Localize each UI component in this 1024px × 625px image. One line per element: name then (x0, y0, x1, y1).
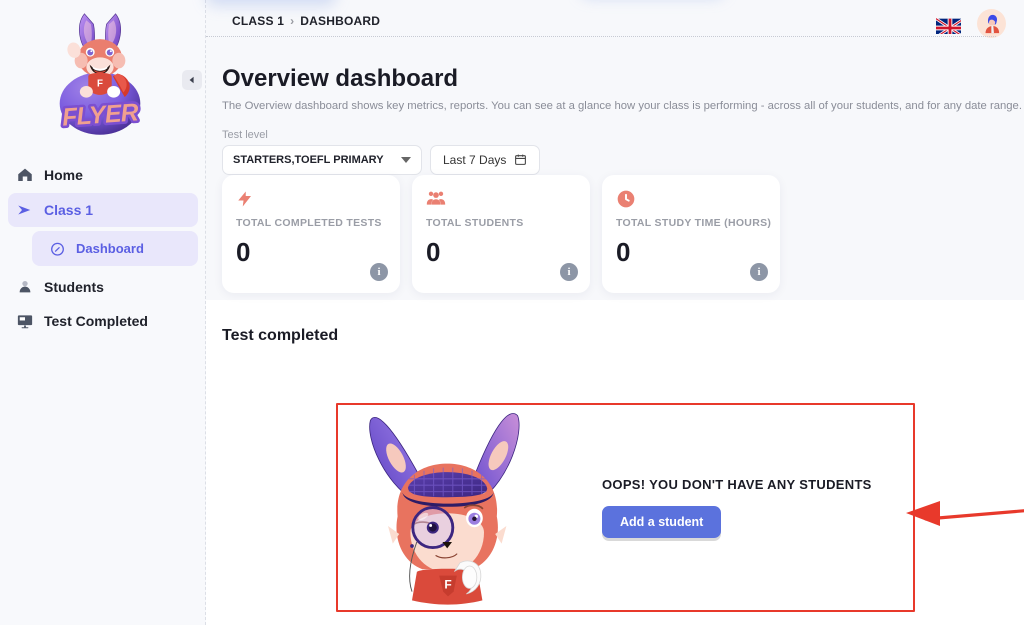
svg-text:F: F (444, 578, 451, 592)
svg-text:FLYER: FLYER (61, 99, 139, 131)
svg-text:F: F (97, 79, 103, 90)
